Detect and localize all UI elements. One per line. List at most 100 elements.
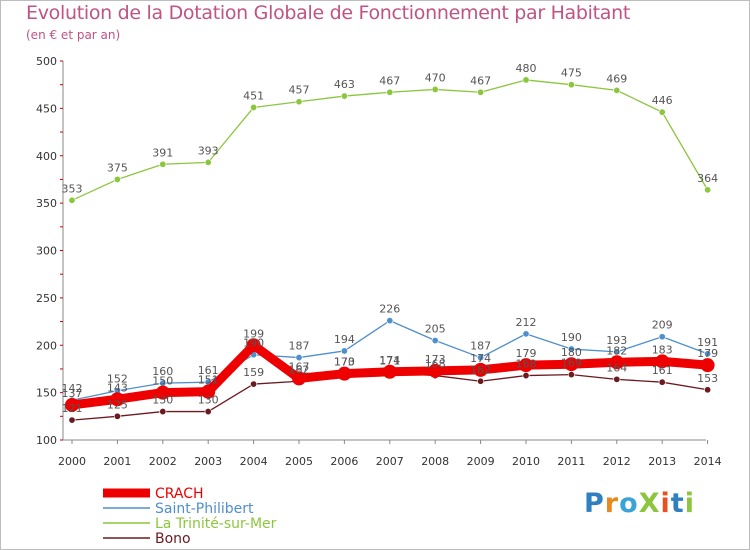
data-point-crach	[292, 371, 306, 386]
legend-label-bono: Bono	[155, 531, 191, 547]
data-label-la-trinit-sur-mer: 393	[198, 144, 219, 157]
data-label-crach: 180	[561, 346, 582, 359]
y-tick-label: 250	[36, 292, 57, 305]
x-tick-label: 2000	[58, 455, 86, 468]
y-tick-label: 150	[36, 387, 57, 400]
x-tick-label: 2004	[240, 455, 268, 468]
data-point-saint-philibert	[613, 348, 621, 356]
data-label-crach: 179	[697, 347, 718, 360]
y-tick-label: 100	[36, 434, 57, 447]
x-tick-label: 2003	[194, 455, 222, 468]
data-label-la-trinit-sur-mer: 457	[289, 84, 310, 97]
x-tick-label: 2007	[376, 455, 404, 468]
chart-axes: 100 150 200 250 300 350 400 450 500 2000 2001 2002 2…	[36, 55, 722, 468]
data-label-bono: 161	[652, 364, 673, 377]
data-label-saint-philibert: 160	[152, 365, 173, 378]
data-label-bono: 168	[516, 358, 537, 371]
data-label-saint-philibert: 190	[561, 331, 582, 344]
data-point-crach	[337, 366, 352, 381]
x-tick-label: 2011	[557, 455, 585, 468]
x-tick-label: 2005	[285, 455, 313, 468]
data-label-crach: 182	[606, 344, 627, 357]
data-label-crach: 179	[516, 347, 537, 360]
data-label-crach: 174	[379, 354, 400, 367]
data-point-crach	[201, 384, 216, 399]
data-label-bono: 169	[561, 357, 582, 370]
x-tick-label: 2009	[467, 455, 495, 468]
data-point-bono	[68, 416, 76, 424]
chart-title: Evolution de la Dotation Globale de Fonc…	[26, 2, 631, 24]
logo-letter: X	[638, 488, 661, 519]
data-labels: 142 152 160 161 190 187 194 226 205 187 212 190 193 2…	[62, 62, 719, 415]
data-label-la-trinit-sur-mer: 467	[379, 74, 400, 87]
data-label-saint-philibert: 187	[470, 340, 491, 353]
data-point-crach	[110, 392, 125, 407]
data-label-crach: 143	[107, 381, 128, 394]
logo-letter: r	[604, 488, 620, 519]
data-label-la-trinit-sur-mer: 451	[243, 89, 264, 102]
data-point-la-trinit-sur-mer	[658, 108, 666, 116]
x-tick-label: 2010	[512, 455, 540, 468]
logo-letter: t	[670, 488, 685, 519]
data-label-crach: 183	[652, 343, 673, 356]
data-label-saint-philibert: 190	[243, 337, 264, 350]
data-label-saint-philibert: 161	[198, 364, 219, 377]
data-label-crach: 151	[198, 374, 219, 387]
legend-label-saint-philibert: Saint-Philibert	[155, 501, 254, 517]
data-point-crach	[564, 357, 579, 372]
y-tick-label: 400	[36, 150, 57, 163]
data-label-la-trinit-sur-mer: 391	[152, 146, 173, 159]
logo-letter: o	[619, 488, 639, 519]
data-point-la-trinit-sur-mer	[340, 92, 348, 100]
data-label-la-trinit-sur-mer: 467	[470, 74, 491, 87]
logo-letter: i	[684, 488, 695, 519]
data-label-bono: 125	[107, 398, 128, 411]
data-point-bono	[204, 408, 212, 416]
data-point-crach	[246, 338, 261, 353]
data-label-saint-philibert: 142	[62, 382, 83, 395]
data-point-la-trinit-sur-mer	[704, 186, 712, 194]
data-label-crach: 173	[425, 353, 446, 366]
data-label-bono: 164	[606, 361, 627, 374]
data-point-crach	[700, 358, 715, 373]
data-point-la-trinit-sur-mer	[68, 196, 76, 204]
data-label-saint-philibert: 205	[425, 323, 446, 336]
chart-subtitle: (en € et par an)	[26, 28, 121, 42]
data-point-la-trinit-sur-mer	[250, 103, 258, 111]
data-label-saint-philibert: 209	[652, 319, 673, 332]
data-point-saint-philibert	[477, 354, 485, 362]
x-tick-label: 2013	[648, 455, 676, 468]
data-label-saint-philibert: 212	[516, 316, 537, 329]
data-point-saint-philibert	[295, 354, 303, 362]
data-label-bono: 130	[152, 394, 173, 407]
proxiti-logo: ProXiti	[584, 488, 695, 519]
data-point-saint-philibert	[386, 317, 394, 325]
data-point-crach	[382, 364, 397, 379]
legend-label-crach: CRACH	[155, 486, 204, 502]
x-tick-label: 2008	[421, 455, 449, 468]
data-point-saint-philibert	[704, 350, 712, 358]
data-label-saint-philibert: 194	[334, 333, 355, 346]
data-point-saint-philibert	[522, 330, 530, 338]
data-label-bono: 162	[289, 363, 310, 376]
data-point-la-trinit-sur-mer	[159, 160, 167, 168]
data-label-bono: 171	[379, 355, 400, 368]
data-label-la-trinit-sur-mer: 469	[606, 72, 627, 85]
legend-label-la-trinit-sur-mer: La Trinité-sur-Mer	[155, 516, 277, 532]
x-tick-label: 2002	[149, 455, 177, 468]
data-label-la-trinit-sur-mer: 364	[697, 172, 718, 185]
y-tick-label: 450	[36, 102, 57, 115]
data-label-la-trinit-sur-mer: 375	[107, 161, 128, 174]
data-label-bono: 130	[198, 394, 219, 407]
data-point-bono	[477, 377, 485, 385]
data-point-saint-philibert	[567, 345, 575, 353]
data-label-la-trinit-sur-mer: 353	[62, 182, 83, 195]
data-label-saint-philibert: 152	[107, 373, 128, 386]
data-point-crach	[473, 362, 488, 377]
data-point-la-trinit-sur-mer	[522, 76, 530, 84]
y-tick-label: 350	[36, 197, 57, 210]
data-point-bono	[567, 371, 575, 379]
data-label-saint-philibert: 187	[289, 340, 310, 353]
data-label-la-trinit-sur-mer: 475	[561, 67, 582, 80]
